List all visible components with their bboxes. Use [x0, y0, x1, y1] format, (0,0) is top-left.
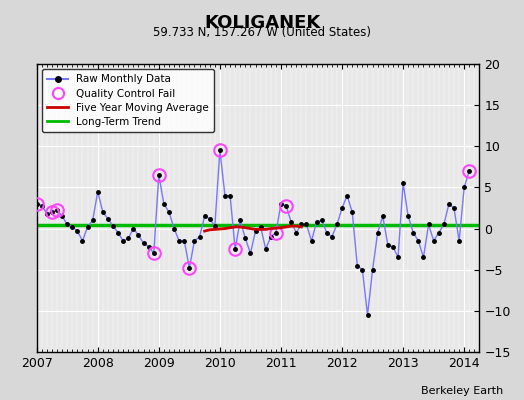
Text: 59.733 N, 157.267 W (United States): 59.733 N, 157.267 W (United States) [153, 26, 371, 39]
Legend: Raw Monthly Data, Quality Control Fail, Five Year Moving Average, Long-Term Tren: Raw Monthly Data, Quality Control Fail, … [42, 69, 214, 132]
Text: KOLIGANEK: KOLIGANEK [204, 14, 320, 32]
Text: Berkeley Earth: Berkeley Earth [421, 386, 503, 396]
